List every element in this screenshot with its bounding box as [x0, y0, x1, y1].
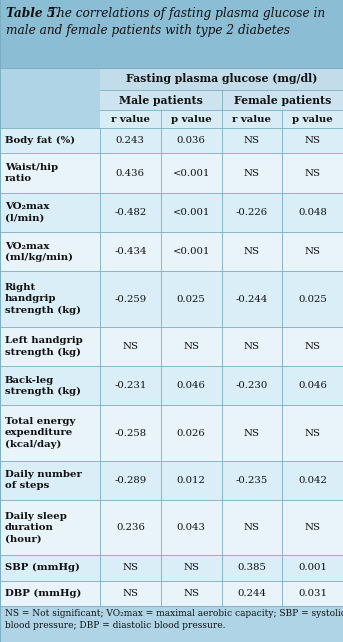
Bar	[0, 327, 343, 366]
Bar	[282, 110, 343, 128]
Text: 0.036: 0.036	[177, 136, 205, 145]
Bar	[0, 272, 343, 327]
Text: 0.436: 0.436	[116, 169, 145, 178]
Text: 0.012: 0.012	[177, 476, 205, 485]
Text: DBP (mmHg): DBP (mmHg)	[5, 589, 81, 598]
Bar	[0, 193, 343, 232]
Text: NS: NS	[244, 523, 260, 532]
Text: Female patients: Female patients	[234, 94, 331, 105]
Bar	[0, 110, 100, 128]
Text: NS = Not significant; VO₂max = maximal aerobic capacity; SBP = systolic
blood pr: NS = Not significant; VO₂max = maximal a…	[5, 609, 343, 630]
Bar	[222, 90, 343, 110]
Text: -0.434: -0.434	[114, 247, 146, 256]
Text: 0.025: 0.025	[177, 295, 205, 304]
Bar	[0, 606, 343, 642]
Text: -0.226: -0.226	[236, 208, 268, 217]
Text: <0.001: <0.001	[173, 208, 210, 217]
Text: NS: NS	[244, 247, 260, 256]
Text: <0.001: <0.001	[173, 169, 210, 178]
Text: NS: NS	[305, 169, 321, 178]
Bar	[0, 460, 343, 500]
Text: -0.289: -0.289	[114, 476, 146, 485]
Text: NS: NS	[244, 342, 260, 351]
Text: Table 5.: Table 5.	[6, 7, 60, 20]
Bar	[222, 110, 282, 128]
Text: 0.236: 0.236	[116, 523, 145, 532]
Text: NS: NS	[305, 247, 321, 256]
Text: 0.001: 0.001	[298, 564, 327, 573]
Bar	[0, 153, 343, 193]
Text: SBP (mmHg): SBP (mmHg)	[5, 563, 80, 573]
Text: -0.258: -0.258	[114, 428, 146, 437]
Bar	[0, 0, 343, 68]
Text: NS: NS	[305, 523, 321, 532]
Text: 0.042: 0.042	[298, 476, 327, 485]
Text: Back-leg
strength (kg): Back-leg strength (kg)	[5, 376, 81, 396]
Text: 0.243: 0.243	[116, 136, 145, 145]
Bar	[161, 110, 222, 128]
Text: NS: NS	[305, 136, 321, 145]
Text: NS: NS	[183, 564, 199, 573]
Text: Daily number
of steps: Daily number of steps	[5, 470, 82, 490]
Text: NS: NS	[244, 136, 260, 145]
Text: NS: NS	[183, 589, 199, 598]
Text: Fasting plasma glucose (mg/dl): Fasting plasma glucose (mg/dl)	[126, 73, 317, 85]
Text: p value: p value	[292, 114, 333, 123]
Text: 0.046: 0.046	[298, 381, 327, 390]
Text: NS: NS	[183, 342, 199, 351]
Bar	[0, 500, 343, 555]
Text: 0.043: 0.043	[177, 523, 205, 532]
Text: male and female patients with type 2 diabetes: male and female patients with type 2 dia…	[6, 24, 290, 37]
Bar	[0, 68, 100, 90]
Text: -0.235: -0.235	[236, 476, 268, 485]
Text: NS: NS	[244, 428, 260, 437]
Bar	[100, 90, 222, 110]
Text: NS: NS	[244, 169, 260, 178]
Text: p value: p value	[171, 114, 212, 123]
Text: The correlations of fasting plasma glucose in: The correlations of fasting plasma gluco…	[45, 7, 325, 20]
Text: -0.244: -0.244	[236, 295, 268, 304]
Text: Total energy
expenditure
(kcal/day): Total energy expenditure (kcal/day)	[5, 417, 75, 449]
Text: Waist/hip
ratio: Waist/hip ratio	[5, 163, 58, 183]
Text: -0.231: -0.231	[114, 381, 146, 390]
Text: VO₂max
(l/min): VO₂max (l/min)	[5, 202, 49, 223]
Bar	[100, 110, 161, 128]
Text: NS: NS	[122, 342, 138, 351]
Text: 0.025: 0.025	[298, 295, 327, 304]
Text: <0.001: <0.001	[173, 247, 210, 256]
Bar	[0, 555, 343, 580]
Text: 0.026: 0.026	[177, 428, 205, 437]
Bar	[0, 405, 343, 460]
Text: Body fat (%): Body fat (%)	[5, 136, 75, 145]
Text: -0.482: -0.482	[114, 208, 146, 217]
Text: NS: NS	[305, 342, 321, 351]
Text: 0.244: 0.244	[237, 589, 267, 598]
Bar	[0, 580, 343, 606]
Text: 0.046: 0.046	[177, 381, 205, 390]
Text: Daily sleep
duration
(hour): Daily sleep duration (hour)	[5, 512, 67, 543]
Text: NS: NS	[305, 428, 321, 437]
Text: 0.385: 0.385	[237, 564, 266, 573]
Bar	[0, 90, 100, 110]
Text: 0.031: 0.031	[298, 589, 327, 598]
Text: NS: NS	[122, 564, 138, 573]
Text: r value: r value	[232, 114, 271, 123]
Text: 0.048: 0.048	[298, 208, 327, 217]
Text: -0.259: -0.259	[114, 295, 146, 304]
Bar	[0, 232, 343, 272]
Text: Right
handgrip
strength (kg): Right handgrip strength (kg)	[5, 283, 81, 315]
Bar	[0, 128, 343, 153]
Text: r value: r value	[111, 114, 150, 123]
Text: Left handgrip
strength (kg): Left handgrip strength (kg)	[5, 336, 83, 356]
Bar	[0, 366, 343, 405]
Text: Male patients: Male patients	[119, 94, 203, 105]
Text: -0.230: -0.230	[236, 381, 268, 390]
Text: VO₂max
(ml/kg/min): VO₂max (ml/kg/min)	[5, 241, 73, 262]
Bar	[100, 68, 343, 90]
Text: NS: NS	[122, 589, 138, 598]
